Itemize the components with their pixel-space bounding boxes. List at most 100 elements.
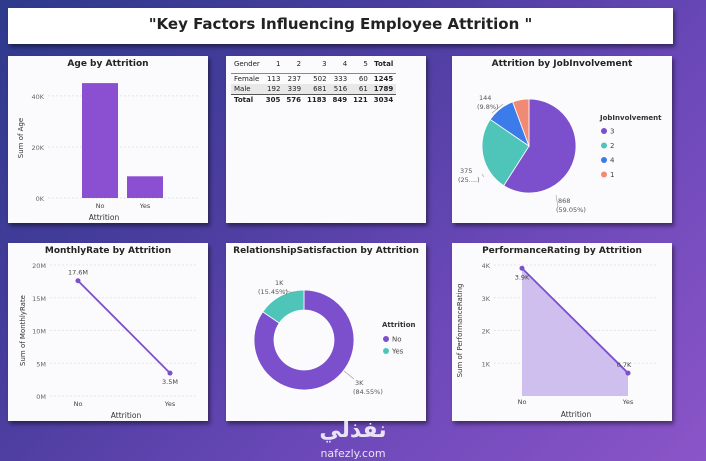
matrix-cell: 3034	[370, 94, 397, 105]
watermark-logo: نفذلي	[319, 418, 387, 443]
pie-percent-label: (9.8%)	[477, 103, 499, 111]
legend-marker-no	[383, 336, 389, 342]
pie-leader-line	[481, 173, 485, 178]
title-bar: "Key Factors Influencing Employee Attrit…	[8, 8, 673, 44]
performance-rating-title: PerformanceRating by Attrition	[482, 246, 642, 256]
y-tick-label: 0M	[36, 393, 46, 401]
donut-percent-label: (15.45%)	[258, 288, 288, 296]
matrix-cell: 60	[350, 73, 371, 84]
x-tick-label: No	[518, 398, 527, 406]
performance-rating-chart: 1K 2K 3K 4K Sum of PerformanceRating 3.9K No 0.…	[456, 262, 657, 419]
x-tick-label: Yes	[622, 398, 634, 406]
matrix-cell: 61	[350, 84, 371, 95]
matrix-cell: Male	[231, 84, 263, 95]
pie-value-label: 868	[558, 197, 570, 205]
matrix-cell: 333	[329, 73, 351, 84]
matrix-cell: 121	[350, 94, 371, 105]
matrix-header-cell: 5	[363, 60, 368, 68]
matrix-row: Male 192 339 681 516 61 1789	[231, 84, 397, 95]
matrix-cell: 681	[304, 84, 330, 95]
matrix-header-cell: 4	[342, 60, 348, 68]
pie-leader-line	[555, 194, 559, 208]
legend-title: Attrition	[382, 321, 416, 329]
matrix-header-cell: Total	[374, 60, 394, 68]
matrix-cell: 113	[262, 73, 284, 84]
matrix-row: Female 113 237 502 333 60 1245	[231, 73, 397, 84]
donut-value-label: 1K	[275, 279, 284, 287]
age-chart-title: Age by Attrition	[67, 59, 149, 69]
donut-slice-no	[253, 289, 355, 391]
donut-value-label: 3K	[355, 379, 364, 387]
legend-marker-1	[601, 171, 607, 178]
donut-leader-line	[282, 289, 295, 294]
data-point-yes	[625, 370, 631, 376]
data-point-yes	[167, 370, 173, 376]
donut-leader-line	[343, 370, 355, 380]
monthly-rate-panel[interactable]: MonthlyRate by Attrition 0M 5M 10M 15M 20M Su…	[8, 243, 208, 421]
relationship-satisfaction-panel[interactable]: RelationshipSatisfaction by Attrition 3K…	[226, 243, 426, 421]
pie-slice-2	[481, 118, 530, 187]
y-tick-label: 15M	[32, 295, 46, 303]
matrix-header-cell: 2	[296, 60, 302, 68]
y-tick-label: 20M	[32, 262, 46, 270]
data-point-no	[75, 278, 81, 284]
relationship-satisfaction-chart: 3K(84.55%) 1K(15.45%) Attrition No Yes	[253, 279, 416, 396]
y-tick-label: 3K	[482, 295, 491, 303]
matrix-cell: 576	[283, 94, 305, 105]
x-tick-label: No	[74, 400, 83, 408]
performance-rating-panel[interactable]: PerformanceRating by Attrition 1K 2K 3K 4K S…	[452, 243, 672, 421]
legend-label: No	[392, 336, 402, 344]
x-axis-label: Attrition	[561, 410, 592, 419]
matrix-cell: 1245	[370, 73, 397, 84]
y-tick-label: 5M	[36, 360, 46, 368]
pie-value-label: 144	[479, 94, 491, 102]
data-label: 17.6M	[68, 269, 88, 277]
donut-percent-label: (84.55%)	[353, 388, 383, 396]
pie-leader-line	[491, 103, 504, 114]
monthly-rate-chart: 0M 5M 10M 15M 20M Sum of MonthlyRate 17.6M No 3.…	[19, 262, 196, 420]
legend-marker-3	[601, 128, 607, 134]
matrix-cell: 1789	[370, 84, 397, 95]
legend-label: 4	[610, 157, 615, 165]
pie-percent-label: (25....)	[458, 176, 480, 184]
legend-marker-2	[601, 142, 607, 149]
pie-value-label: 375	[460, 167, 472, 175]
job-involvement-title: Attrition by JobInvolvement	[491, 59, 633, 69]
job-involvement-chart: 868(59.05%) 375(25....) 144(9.8%) JobInvolv…	[458, 94, 662, 214]
series-line	[521, 267, 629, 374]
matrix-total-row: Total 305 576 1183 849 121 3034	[231, 94, 397, 105]
donut-slice-yes	[262, 289, 305, 324]
gender-matrix: Gender 1 2 3 4 5 Total Female 113 237 50…	[231, 59, 397, 105]
bar-no	[82, 83, 118, 198]
matrix-cell: 502	[304, 73, 330, 84]
age-chart: 0K 20K 40K Sum of Age No Yes Attrition	[17, 83, 200, 222]
job-involvement-panel[interactable]: Attrition by JobInvolvement 868 (59.05%) 3…	[452, 56, 672, 223]
legend-title: JobInvolvement	[599, 114, 662, 122]
page-title: "Key Factors Influencing Employee Attrit…	[148, 15, 533, 33]
age-chart-panel[interactable]: Age by Attrition 0K 20K 40K Sum of Age No Yes…	[8, 56, 208, 223]
data-label: 0.7K	[617, 361, 632, 369]
pie-slice-1	[512, 98, 530, 147]
y-tick-label: 4K	[482, 262, 491, 270]
matrix-header-row: Gender 1 2 3 4 5 Total	[231, 59, 396, 74]
matrix-cell: 516	[329, 84, 351, 95]
legend-marker-4	[601, 157, 607, 163]
y-tick-label: 40K	[31, 93, 44, 101]
x-axis-label: Attrition	[89, 213, 120, 222]
matrix-cell: Female	[231, 73, 263, 84]
pie-percent-label: (59.05%)	[556, 206, 586, 214]
legend-label: 3	[610, 128, 614, 136]
gender-matrix-panel[interactable]: Gender 1 2 3 4 5 Total Female 113 237 50…	[226, 56, 426, 223]
watermark-site: nafezly.com	[320, 447, 386, 460]
matrix-cell: 305	[262, 94, 284, 105]
x-tick-label: No	[96, 202, 105, 210]
x-tick-label: Yes	[164, 400, 176, 408]
y-tick-label: 2K	[482, 328, 491, 336]
matrix-cell: 192	[262, 84, 284, 95]
y-axis-label: Sum of PerformanceRating	[456, 284, 464, 378]
y-tick-label: 0K	[36, 195, 45, 203]
y-tick-label: 10M	[32, 328, 46, 336]
y-tick-label: 1K	[482, 360, 491, 368]
x-tick-label: Yes	[139, 202, 151, 210]
matrix-cell: Total	[231, 94, 263, 105]
